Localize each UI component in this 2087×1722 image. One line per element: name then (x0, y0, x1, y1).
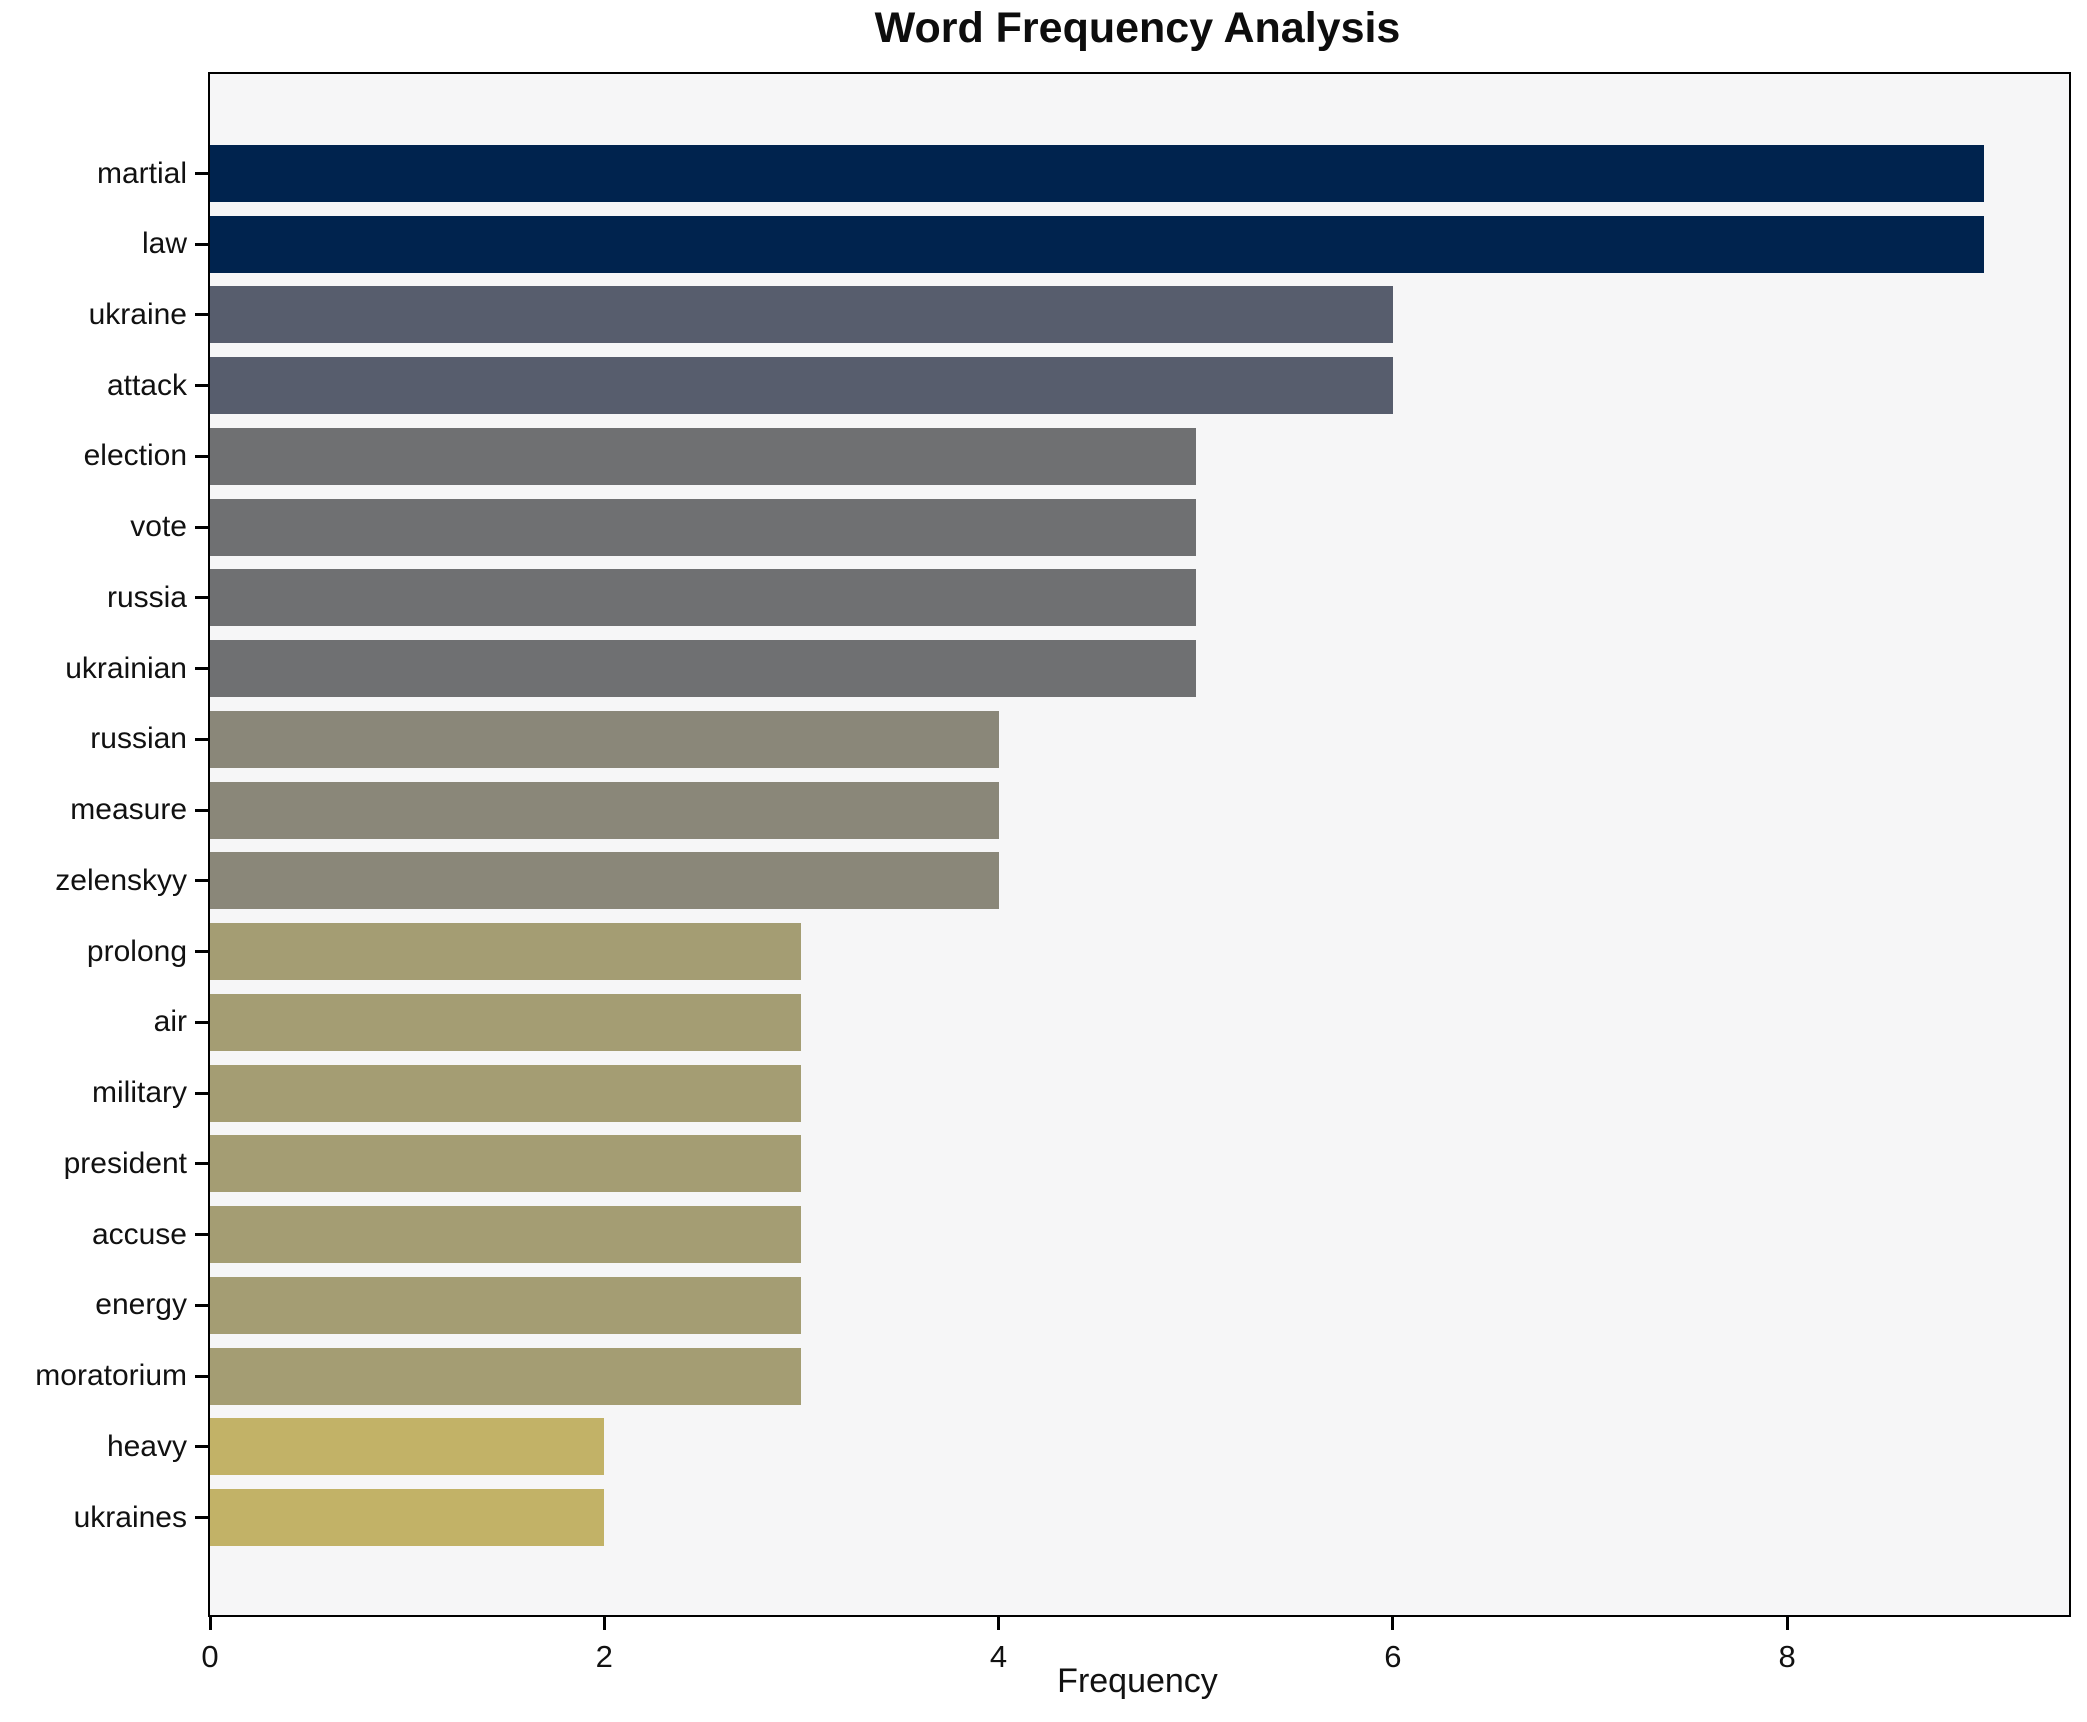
y-tick-attack (195, 384, 208, 388)
y-tick-label-zelenskyy: zelenskyy (55, 863, 187, 897)
y-tick-election (195, 454, 208, 458)
y-tick-prolong (195, 950, 208, 954)
x-tick-label-8: 8 (1778, 1639, 1796, 1674)
y-tick-heavy (195, 1445, 208, 1449)
bar-military (210, 1064, 802, 1122)
bar-zelenskyy (210, 852, 999, 910)
plot-area (208, 72, 2071, 1617)
x-tick-0 (208, 1617, 212, 1630)
y-tick-vote (195, 525, 208, 529)
x-tick-label-6: 6 (1384, 1639, 1402, 1674)
x-tick-label-4: 4 (989, 1639, 1008, 1674)
y-tick-label-russian: russian (90, 722, 187, 756)
y-tick-label-measure: measure (70, 793, 187, 827)
bar-air (210, 993, 802, 1051)
bar-ukrainian (210, 640, 1196, 698)
y-tick-label-energy: energy (95, 1288, 187, 1322)
y-tick-label-attack: attack (106, 368, 187, 402)
y-tick-label-air: air (153, 1005, 187, 1039)
y-tick-martial (195, 172, 208, 175)
x-tick-8 (1785, 1617, 1789, 1630)
y-tick-label-law: law (141, 227, 187, 261)
bar-measure (210, 781, 999, 839)
x-tick-label-0: 0 (201, 1639, 219, 1674)
x-tick-4 (997, 1617, 1001, 1630)
bar-attack (210, 357, 1393, 415)
y-tick-label-ukraines: ukraines (73, 1500, 187, 1534)
bar-martial (210, 145, 1985, 202)
y-tick-label-martial: martial (96, 156, 187, 190)
y-tick-label-election: election (83, 439, 187, 473)
y-tick-label-president: president (63, 1146, 187, 1180)
bar-energy (210, 1276, 802, 1334)
y-tick-label-vote: vote (130, 510, 187, 544)
y-tick-ukraine (195, 313, 208, 317)
x-tick-6 (1391, 1617, 1395, 1630)
y-tick-zelenskyy (195, 879, 208, 883)
y-tick-ukraines (195, 1516, 208, 1520)
y-tick-label-prolong: prolong (86, 934, 187, 968)
y-tick-label-military: military (92, 1076, 187, 1110)
bar-law (210, 215, 1985, 273)
y-tick-label-heavy: heavy (106, 1429, 187, 1463)
y-tick-russian (195, 737, 208, 741)
bar-russia (210, 569, 1196, 627)
chart-title: Word Frequency Analysis (874, 4, 1401, 52)
y-tick-label-russia: russia (106, 580, 187, 614)
y-tick-label-ukrainian: ukrainian (65, 651, 187, 685)
bar-heavy (210, 1418, 605, 1476)
y-tick-air (195, 1020, 208, 1024)
y-tick-accuse (195, 1233, 208, 1237)
bar-russian (210, 710, 999, 768)
y-tick-law (195, 242, 208, 246)
bar-prolong (210, 923, 802, 981)
y-tick-ukrainian (195, 667, 208, 671)
y-tick-energy (195, 1303, 208, 1307)
bar-election (210, 427, 1196, 485)
y-tick-measure (195, 808, 208, 812)
y-tick-military (195, 1091, 208, 1095)
y-tick-label-ukraine: ukraine (88, 297, 187, 331)
y-tick-label-moratorium: moratorium (35, 1359, 187, 1393)
bar-moratorium (210, 1347, 802, 1405)
bar-vote (210, 498, 1196, 556)
y-tick-label-accuse: accuse (91, 1217, 187, 1251)
x-axis-label: Frequency (1057, 1662, 1218, 1700)
bar-ukraines (210, 1489, 605, 1547)
bar-president (210, 1135, 802, 1193)
x-tick-label-2: 2 (595, 1639, 613, 1674)
x-tick-2 (602, 1617, 606, 1630)
y-tick-moratorium (195, 1374, 208, 1378)
y-tick-russia (195, 596, 208, 600)
bar-accuse (210, 1206, 802, 1264)
y-tick-president (195, 1162, 208, 1166)
bar-ukraine (210, 286, 1393, 344)
